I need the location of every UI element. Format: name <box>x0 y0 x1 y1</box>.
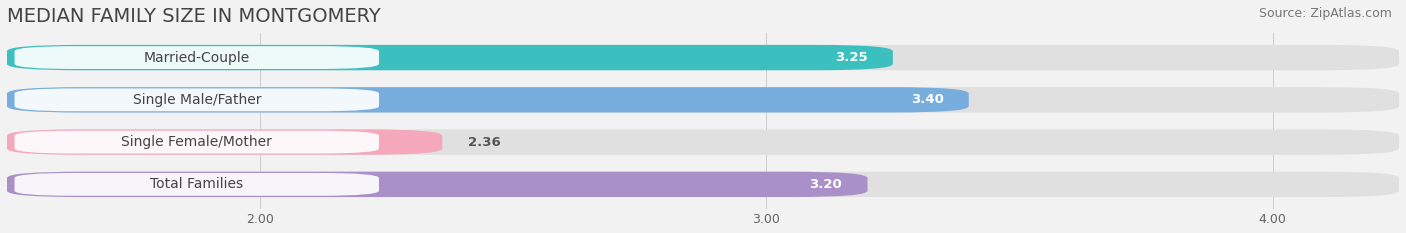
Text: MEDIAN FAMILY SIZE IN MONTGOMERY: MEDIAN FAMILY SIZE IN MONTGOMERY <box>7 7 381 26</box>
FancyBboxPatch shape <box>14 46 380 69</box>
FancyBboxPatch shape <box>14 131 380 154</box>
Text: Source: ZipAtlas.com: Source: ZipAtlas.com <box>1258 7 1392 20</box>
Text: 3.40: 3.40 <box>911 93 943 106</box>
FancyBboxPatch shape <box>7 45 893 70</box>
FancyBboxPatch shape <box>14 173 380 196</box>
Text: Single Male/Father: Single Male/Father <box>132 93 262 107</box>
Text: Married-Couple: Married-Couple <box>143 51 250 65</box>
Text: 3.25: 3.25 <box>835 51 868 64</box>
Text: 3.20: 3.20 <box>810 178 842 191</box>
FancyBboxPatch shape <box>14 89 380 111</box>
FancyBboxPatch shape <box>7 172 868 197</box>
Text: Single Female/Mother: Single Female/Mother <box>121 135 273 149</box>
FancyBboxPatch shape <box>7 87 1399 113</box>
FancyBboxPatch shape <box>7 172 1399 197</box>
FancyBboxPatch shape <box>7 129 1399 155</box>
Text: Total Families: Total Families <box>150 177 243 191</box>
FancyBboxPatch shape <box>7 129 443 155</box>
FancyBboxPatch shape <box>7 87 969 113</box>
Text: 2.36: 2.36 <box>468 136 501 149</box>
FancyBboxPatch shape <box>7 45 1399 70</box>
